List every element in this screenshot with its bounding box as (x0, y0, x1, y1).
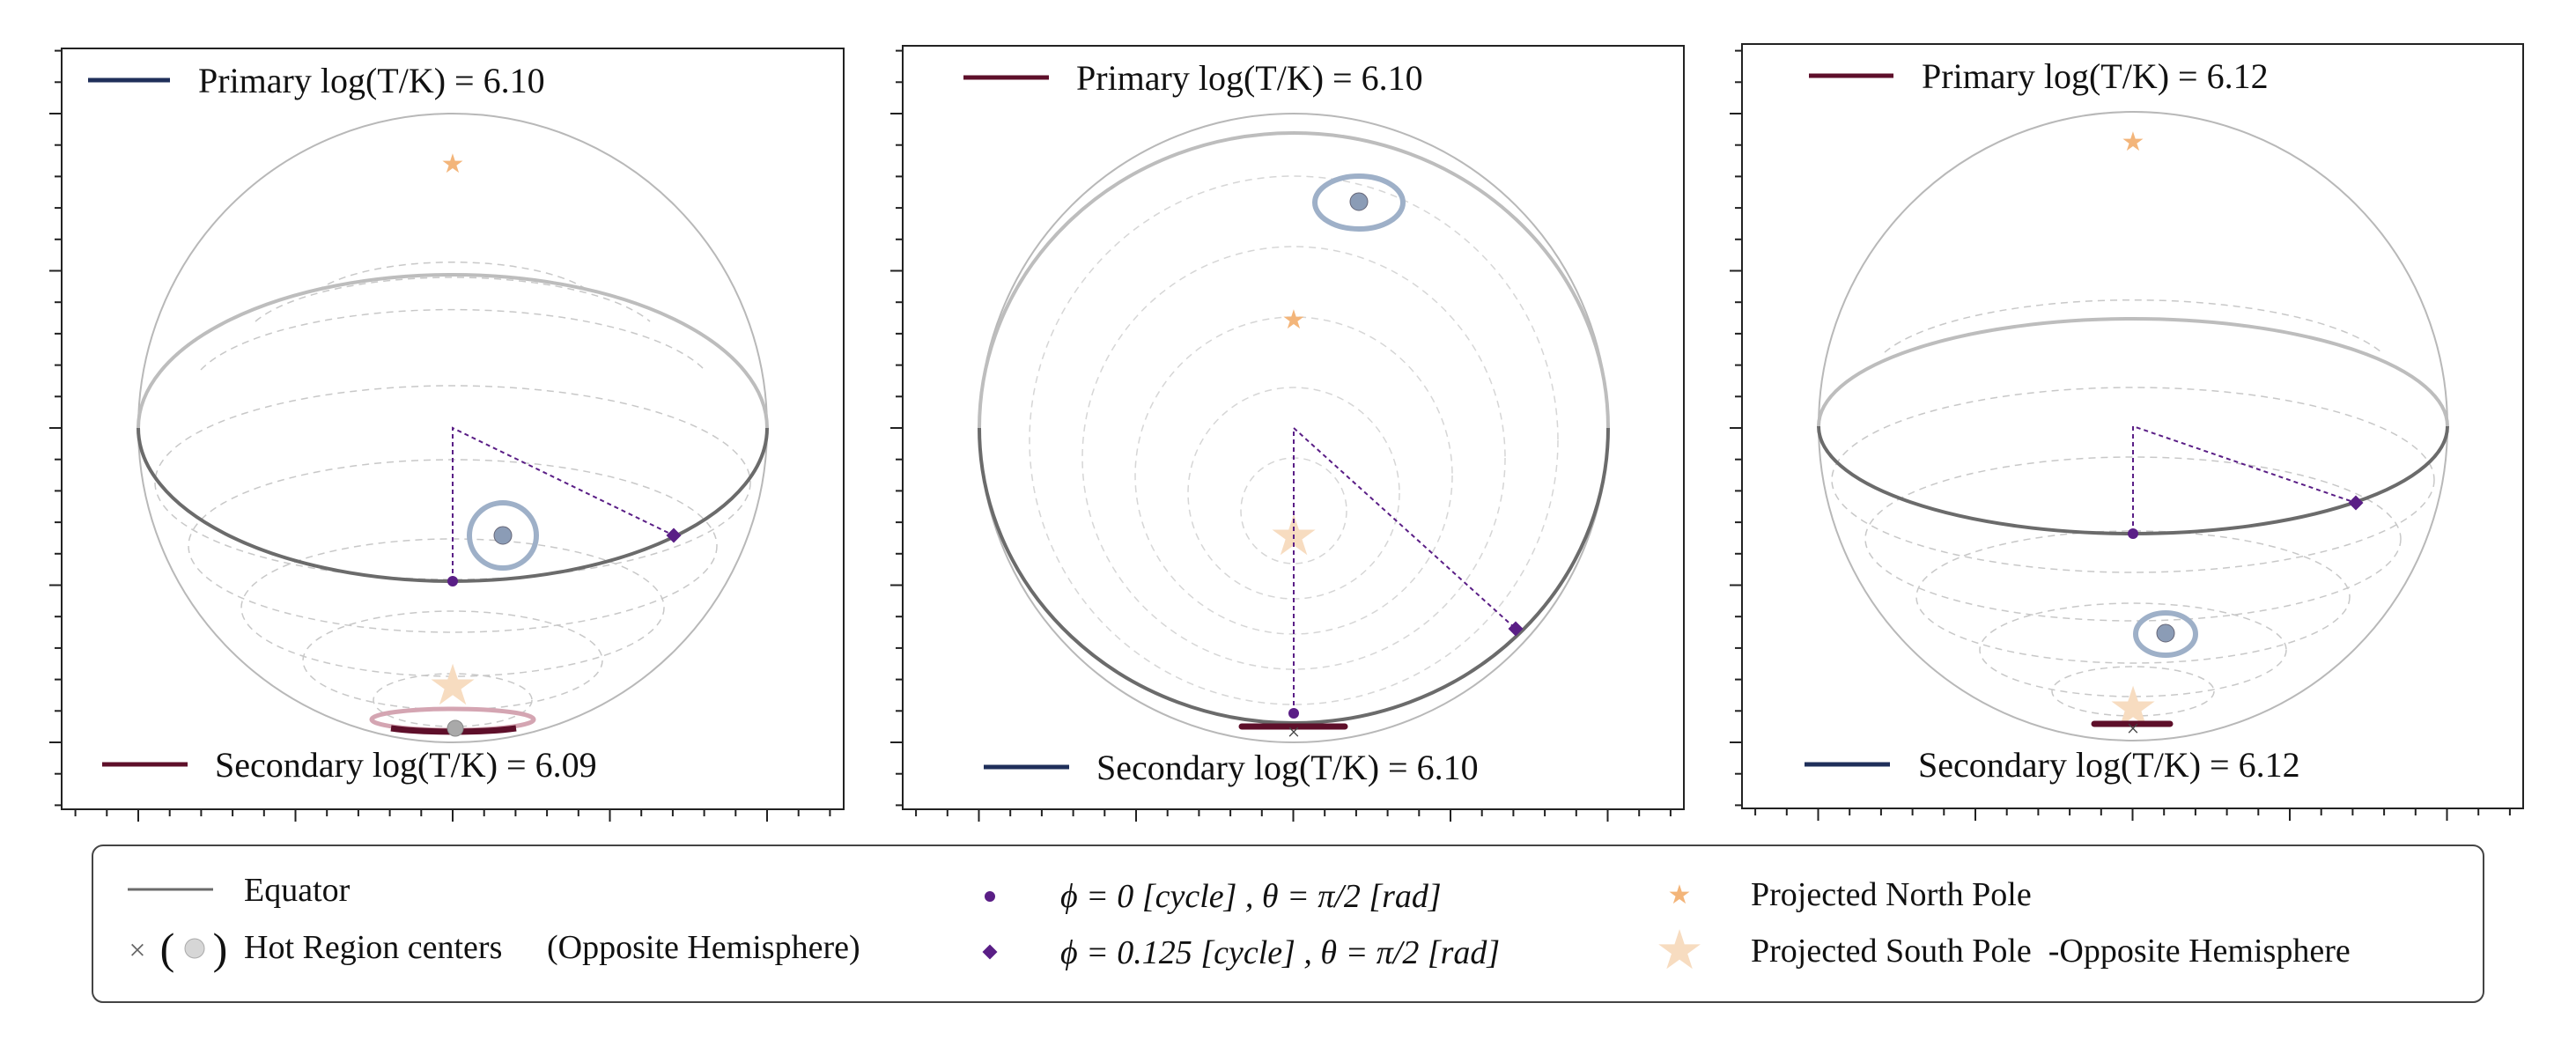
panel-1-hot-region-center (493, 526, 513, 545)
panel-1-phase0-marker (447, 576, 458, 586)
panel-3: ★ ★ × Primary log(T/K) = 6.12 Secondary … (1730, 43, 2524, 821)
panel-3-north-pole-star: ★ (2122, 128, 2145, 157)
panel-1-primary-label: Primary log(T/K) = 6.10 (198, 61, 545, 100)
panel-3-primary-label: Primary log(T/K) = 6.12 (1922, 56, 2269, 96)
panel-3-latitude-lines (1831, 299, 2435, 717)
phase0-dot-icon (985, 891, 995, 902)
panel-1-hot-region-ring (467, 500, 539, 571)
panel-2-primary-label: Primary log(T/K) = 6.10 (1076, 58, 1423, 98)
panel-2-phase-lines (1293, 425, 1517, 713)
panel-2-equator-back (978, 131, 1610, 429)
panel-3-secondary-label: Secondary log(T/K) = 6.12 (1918, 745, 2300, 785)
panel-2: ★ ★ × Primary log(T/K) = 6.10 Secondary … (890, 45, 1685, 822)
panel-3-south-pole-star: ★ (2107, 676, 2158, 739)
panel-2-north-pole-star: ★ (1282, 306, 1306, 335)
legend-hot-region-label: Hot Region centers (244, 929, 502, 966)
panel-1-north-pole-star: ★ (441, 150, 465, 179)
panel-2-hot-region-ring (1312, 173, 1406, 232)
panel-3-phase-lines (2132, 424, 2357, 534)
panel-1-phase-lines (452, 426, 675, 581)
panel-1-south-pole-star: ★ (427, 654, 477, 717)
panel-2-phase0-marker (1288, 708, 1299, 719)
panel-3-hot-region-ring (2133, 610, 2198, 658)
panel-3-secondary-region-center: × (2127, 716, 2140, 741)
north-pole-star-icon: ★ (1668, 881, 1692, 910)
legend-paren-close: ) (213, 924, 228, 973)
panel-1-equator-back (137, 273, 769, 429)
panel-2-secondary-region-center: × (1288, 719, 1301, 745)
legend-opposite-hemisphere: (Opposite Hemisphere) (547, 929, 860, 966)
panel-1: ★ ★ Primary log(T/K) = 6.10 Secondary lo… (49, 48, 845, 822)
legend-paren-open: ( (160, 924, 175, 973)
panel-2-hot-region-center (1349, 192, 1369, 211)
grey-dot-icon (184, 938, 205, 959)
panel-2-phase125-marker (1508, 621, 1524, 637)
panel-3-equator-back (1817, 317, 2449, 427)
panel-3-phase125-marker (2348, 495, 2364, 511)
panel-1-secondary-label: Secondary log(T/K) = 6.09 (215, 745, 597, 785)
legend-equator-label: Equator (244, 872, 351, 909)
panel-1-ticks (49, 49, 831, 822)
panel-1-phase125-marker (666, 527, 682, 543)
panel-2-equator (978, 427, 1610, 725)
legend-frame (92, 845, 2484, 1003)
panel-3-ticks (1730, 49, 2511, 821)
panel-3-hot-region-center (2156, 623, 2175, 643)
phase125-diamond-icon (982, 944, 998, 960)
legend-north-pole-label: Projected North Pole (1751, 876, 2032, 913)
panel-2-frame (902, 45, 1685, 810)
legend-phase125-label: ϕ = 0.125 [cycle] , θ = π/2 [rad] (1060, 934, 1500, 971)
cross-icon: × (129, 934, 145, 967)
legend-south-pole-label: Projected South Pole -Opposite Hemispher… (1751, 933, 2351, 970)
panel-2-ticks (890, 49, 1672, 822)
panel-3-phase0-marker (2128, 528, 2138, 539)
south-pole-star-icon: ★ (1655, 921, 1704, 981)
legend-phase0-label: ϕ = 0 [cycle] , θ = π/2 [rad] (1060, 878, 1442, 915)
shared-legend: Equator × ( ) Hot Region centers (Opposi… (92, 845, 2484, 1003)
panel-2-secondary-label: Secondary log(T/K) = 6.10 (1096, 748, 1479, 787)
panel-1-secondary-region-center (447, 719, 464, 737)
